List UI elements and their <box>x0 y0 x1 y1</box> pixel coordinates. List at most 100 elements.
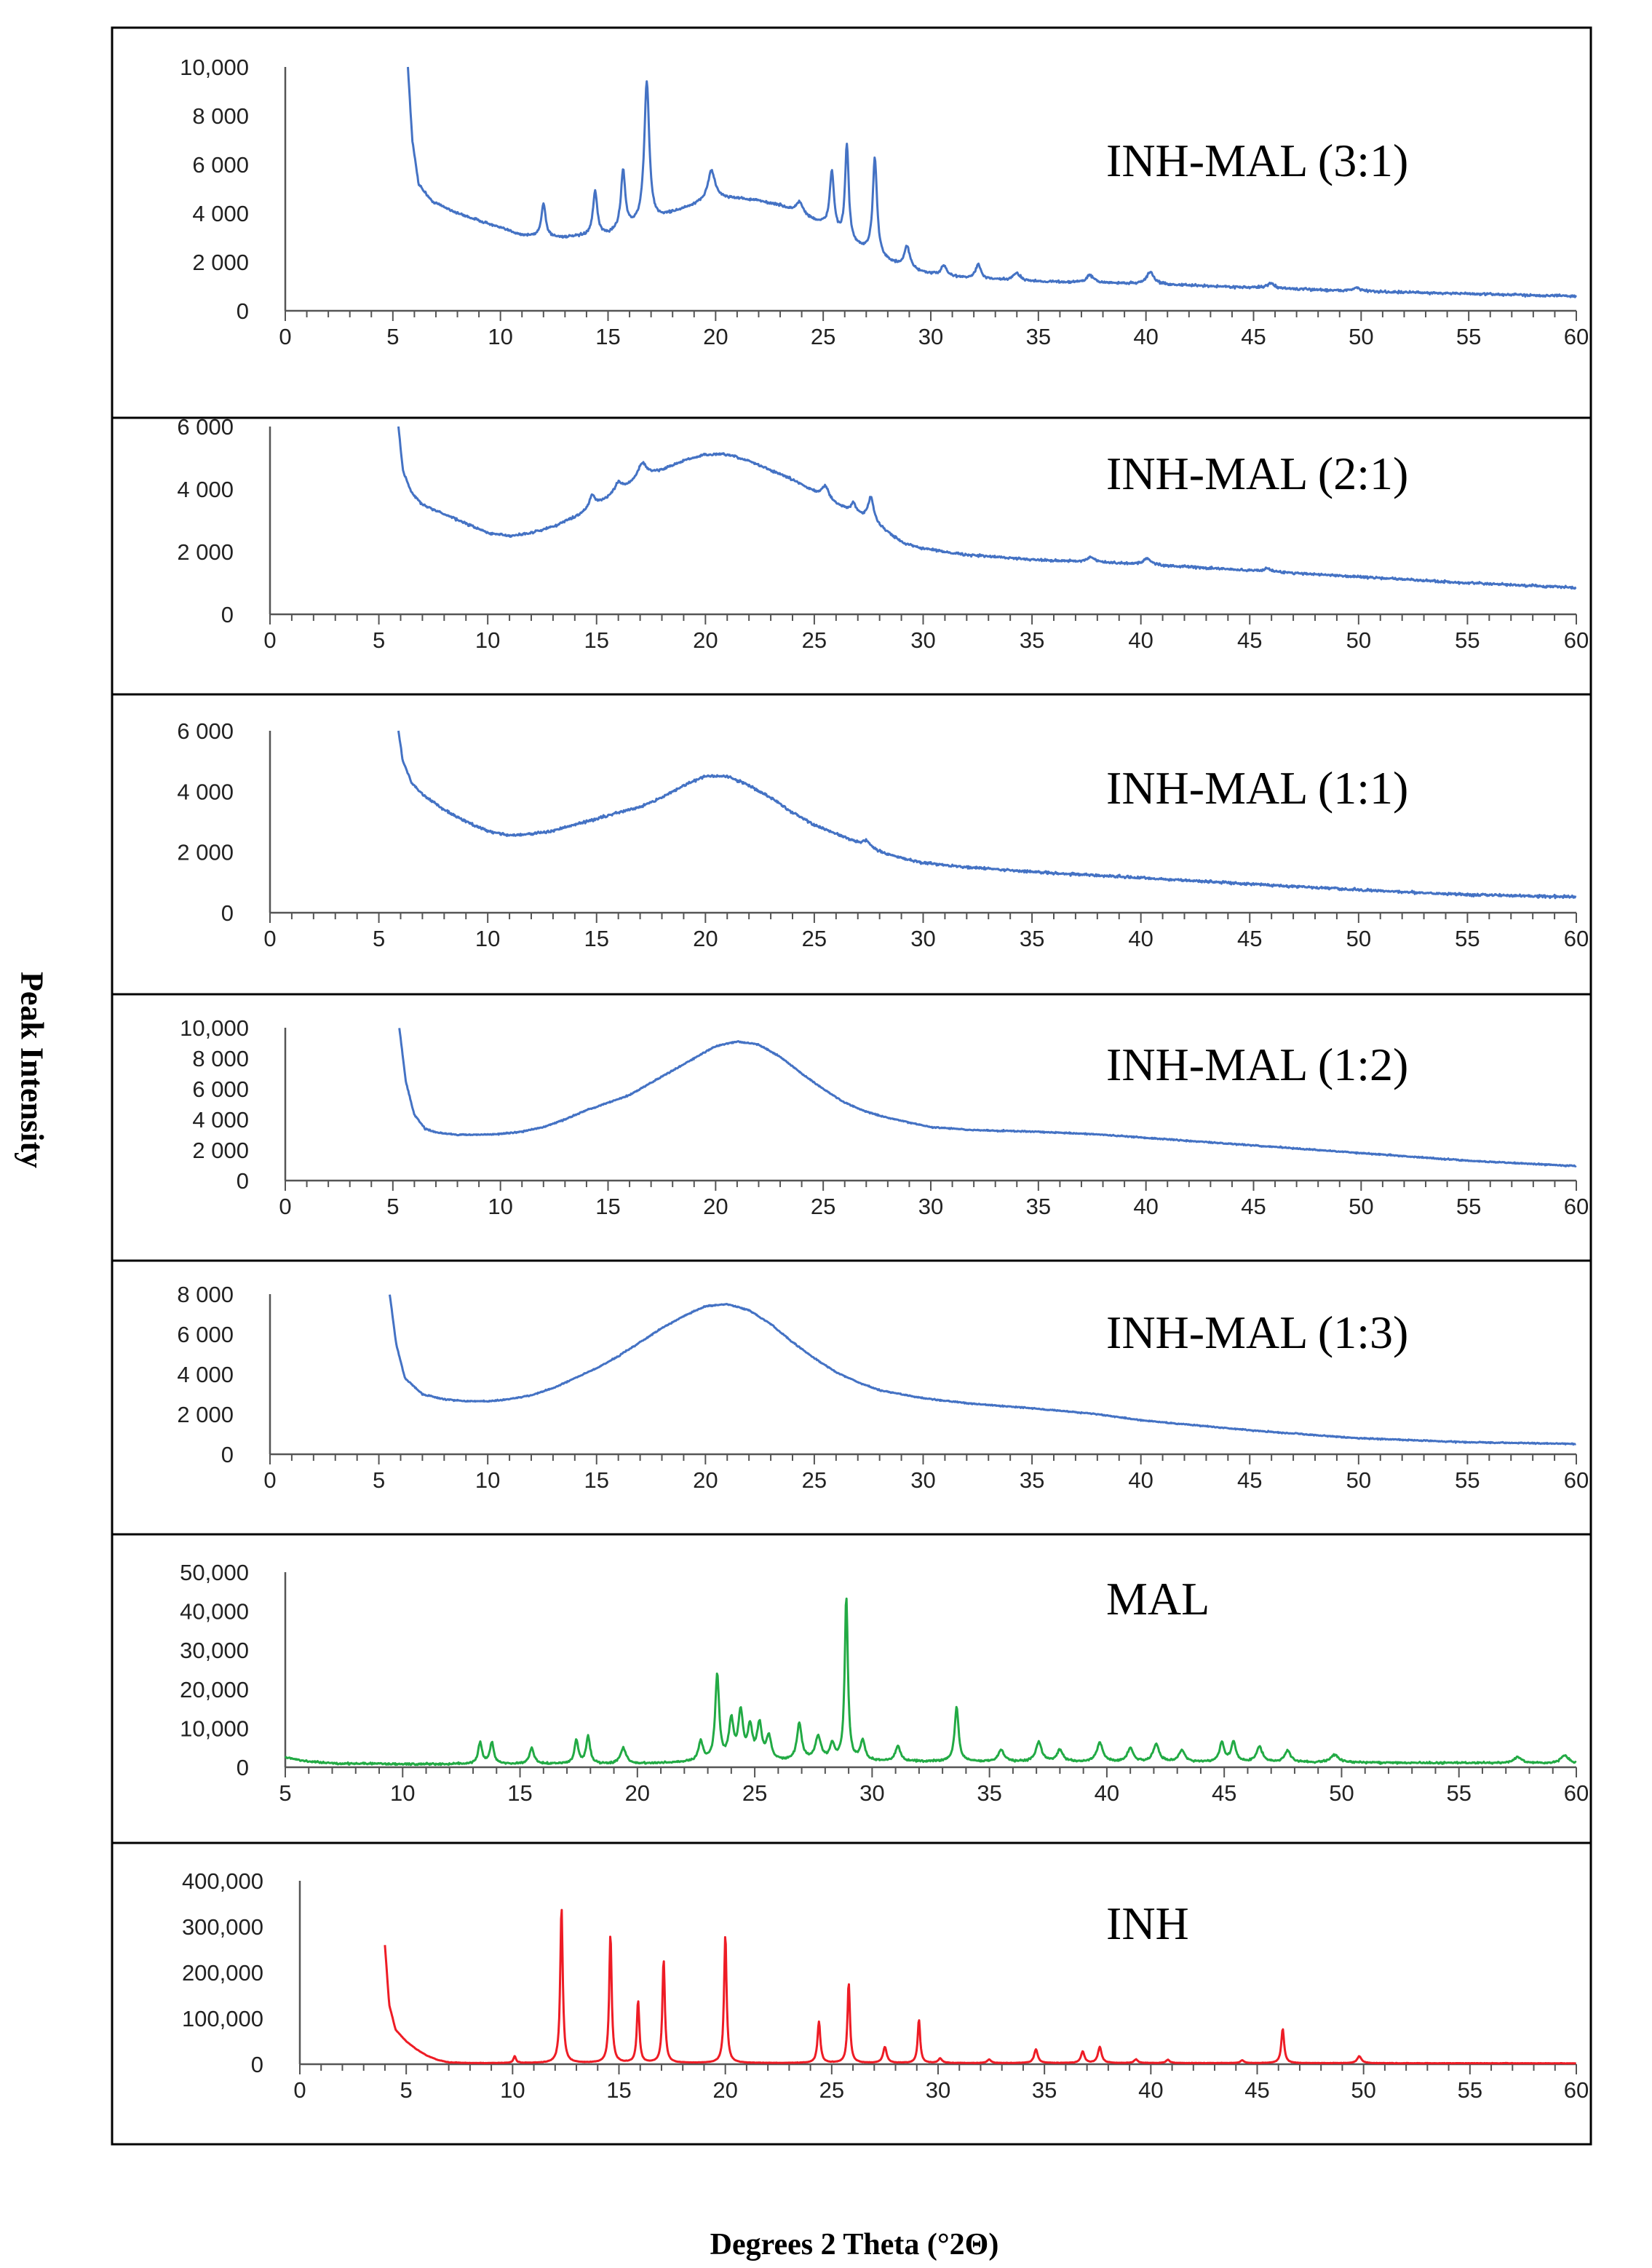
x-tick-label: 40 <box>1095 1780 1119 1806</box>
panel-label: INH-MAL (2:1) <box>1106 448 1408 499</box>
x-tick-label: 35 <box>1026 324 1051 349</box>
y-tick-label: 2 000 <box>177 539 234 565</box>
x-tick-label: 30 <box>910 1467 935 1493</box>
x-tick-label: 40 <box>1128 926 1153 951</box>
x-tick-label: 15 <box>606 2077 631 2103</box>
x-tick-label: 10 <box>475 926 500 951</box>
x-tick-label: 45 <box>1237 627 1262 653</box>
x-tick-label: 20 <box>703 324 728 349</box>
panel-4: 0 5 10 15 20 25 30 35 40 45 50 55 60 0 2 000 4 000 6 000… <box>111 993 1592 1262</box>
y-tick-label: 0 <box>221 900 234 926</box>
x-tick-label: 35 <box>1020 627 1044 653</box>
y-tick-label: 8 000 <box>177 1282 234 1307</box>
x-tick-label: 35 <box>1026 1194 1051 1219</box>
x-tick-label: 0 <box>263 926 276 951</box>
x-tick-label: 15 <box>595 1194 620 1219</box>
x-tick-label: 40 <box>1128 627 1153 653</box>
x-tick-label: 0 <box>293 2077 306 2103</box>
panel-frame <box>111 1533 1592 1844</box>
y-tick-label: 100,000 <box>182 2006 263 2031</box>
x-tick-label: 15 <box>584 926 609 951</box>
x-tick-label: 0 <box>263 1467 276 1493</box>
series-line <box>384 1908 1576 2065</box>
x-tick-label: 45 <box>1212 1780 1236 1806</box>
panel-3: 0 5 10 15 20 25 30 35 40 45 50 55 60 0 2 000 4 000 6 000… <box>111 693 1592 996</box>
y-tick-label: 4 000 <box>177 779 234 804</box>
x-tick-label: 45 <box>1241 324 1266 349</box>
y-tick-label: 0 <box>237 1168 249 1194</box>
y-tick-label: 20,000 <box>180 1677 249 1702</box>
y-tick-label: 2 000 <box>177 1402 234 1427</box>
x-tick-label: 60 <box>1564 1467 1589 1493</box>
x-tick-label: 55 <box>1446 1780 1471 1806</box>
x-tick-label: 15 <box>584 1467 609 1493</box>
x-axis-label: Degrees 2 Theta (°2Θ) <box>710 2228 999 2261</box>
x-tick-label: 25 <box>742 1780 767 1806</box>
x-tick-label: 25 <box>811 324 835 349</box>
x-tick-label: 35 <box>1020 1467 1044 1493</box>
y-tick-label: 4 000 <box>192 201 249 226</box>
x-tick-label: 25 <box>802 1467 827 1493</box>
x-tick-label: 55 <box>1455 627 1480 653</box>
panel-5: 0 5 10 15 20 25 30 35 40 45 50 55 60 0 2 000 4 000 6 000… <box>111 1259 1592 1536</box>
x-tick-label: 40 <box>1133 1194 1158 1219</box>
x-tick-label: 0 <box>279 1194 291 1219</box>
x-tick-label: 5 <box>386 1194 399 1219</box>
x-tick-label: 20 <box>693 627 718 653</box>
y-axis-label: Peak Intensity <box>14 971 50 1169</box>
series-line <box>407 66 1578 298</box>
x-tick-label: 60 <box>1564 1780 1589 1806</box>
panel-2: 0 5 10 15 20 25 30 35 40 45 50 55 60 0 2 000 4 000 6 000… <box>111 414 1592 696</box>
y-tick-label: 4 000 <box>192 1107 249 1133</box>
x-tick-label: 30 <box>926 2077 950 2103</box>
x-tick-label: 10 <box>488 324 512 349</box>
x-tick-label: 20 <box>703 1194 728 1219</box>
series-line <box>397 730 1577 900</box>
y-tick-label: 30,000 <box>180 1638 249 1663</box>
y-tick-label: 10,000 <box>180 1015 249 1041</box>
x-tick-label: 20 <box>693 926 718 951</box>
panel-frame <box>111 1841 1592 2146</box>
y-tick-label: 4 000 <box>177 1362 234 1387</box>
y-tick-label: 400,000 <box>182 1868 263 1894</box>
x-tick-label: 5 <box>279 1780 291 1806</box>
x-tick-label: 20 <box>625 1780 650 1806</box>
x-tick-label: 10 <box>390 1780 415 1806</box>
panel-frame <box>111 1259 1592 1536</box>
x-tick-label: 60 <box>1564 627 1589 653</box>
y-tick-label: 2 000 <box>192 1138 249 1163</box>
x-tick-label: 55 <box>1456 1194 1481 1219</box>
x-tick-label: 25 <box>819 2077 844 2103</box>
x-tick-label: 45 <box>1241 1194 1266 1219</box>
x-tick-label: 15 <box>507 1780 532 1806</box>
x-tick-label: 5 <box>373 926 385 951</box>
y-tick-label: 6 000 <box>192 1076 249 1102</box>
x-tick-label: 60 <box>1564 926 1589 951</box>
y-tick-label: 50,000 <box>180 1560 249 1585</box>
y-tick-label: 6 000 <box>177 1322 234 1347</box>
y-tick-label: 2 000 <box>192 250 249 275</box>
x-tick-label: 5 <box>373 627 385 653</box>
y-tick-label: 10,000 <box>180 1716 249 1741</box>
panel-label: MAL <box>1106 1573 1210 1625</box>
y-tick-label: 0 <box>221 602 234 627</box>
x-tick-label: 15 <box>584 627 609 653</box>
x-tick-label: 10 <box>488 1194 512 1219</box>
x-tick-label: 25 <box>802 926 827 951</box>
x-tick-label: 60 <box>1564 1194 1589 1219</box>
series-line <box>389 1294 1576 1446</box>
x-tick-label: 0 <box>263 627 276 653</box>
x-tick-label: 15 <box>595 324 620 349</box>
panel-label: INH <box>1106 1898 1189 1949</box>
x-tick-label: 40 <box>1138 2077 1163 2103</box>
x-tick-label: 50 <box>1329 1780 1354 1806</box>
x-tick-label: 50 <box>1346 926 1371 951</box>
x-tick-label: 35 <box>1020 926 1044 951</box>
panel-7: 0 5 10 15 20 25 30 35 40 45 50 55 60 0 100,000 200,000 3… <box>111 1841 1592 2146</box>
x-tick-label: 20 <box>693 1467 718 1493</box>
y-tick-label: 10,000 <box>180 55 249 80</box>
x-tick-label: 50 <box>1351 2077 1375 2103</box>
x-tick-label: 50 <box>1349 324 1373 349</box>
y-tick-label: 40,000 <box>180 1599 249 1625</box>
